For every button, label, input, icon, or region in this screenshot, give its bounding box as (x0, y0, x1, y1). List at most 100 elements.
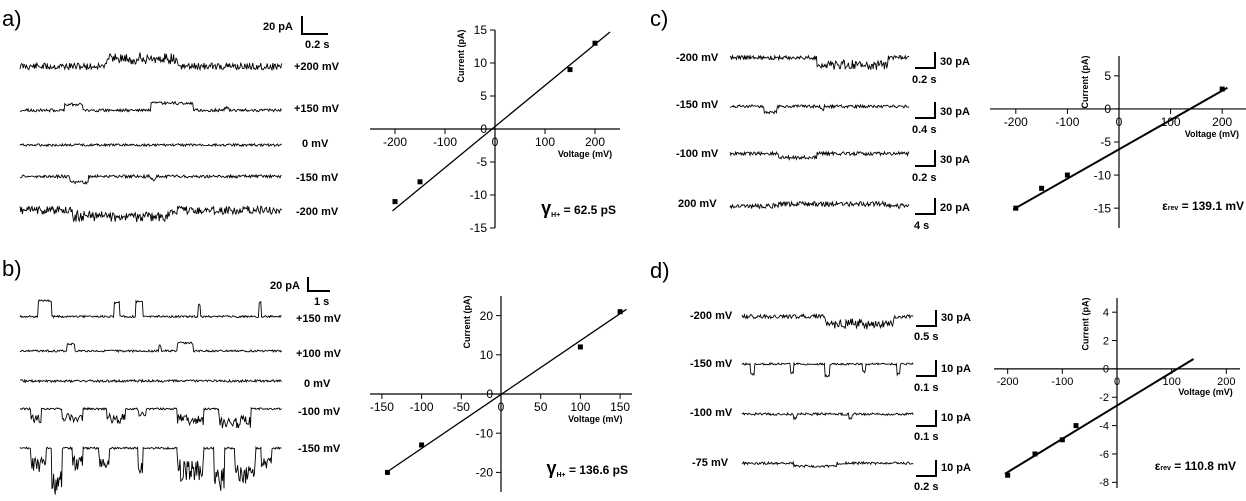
scale-bar-c-3 (915, 198, 936, 215)
scale-time-b: 1 s (314, 296, 330, 308)
voltage-label-b-2: 0 mV (304, 378, 331, 390)
trace-line (741, 460, 914, 469)
y-tick-label: 5 (1104, 69, 1111, 83)
x-tick-label: 0 (1116, 115, 1123, 129)
trace-a-2 (19, 142, 282, 148)
data-point (384, 469, 390, 475)
y-tick-label: 5 (480, 89, 487, 103)
y-tick-label: 0 (1104, 102, 1111, 116)
data-point (1073, 423, 1079, 429)
scale-time-a: 0.2 s (305, 39, 330, 51)
scale-current-c-0: 30 pA (940, 56, 970, 68)
scale-bar-b (307, 277, 330, 292)
scale-current-c-2: 30 pA (940, 154, 970, 166)
x-tick-label: -150 (370, 400, 394, 414)
scale-bar-d-3 (916, 460, 937, 477)
scale-time-d-3: 0.2 s (914, 481, 939, 493)
annotation-label: εrev = 139.1 mV (1162, 199, 1244, 213)
scale-time-c-3: 4 s (914, 220, 930, 232)
x-tick-label: -200 (1004, 115, 1028, 129)
trace-line (19, 299, 282, 319)
trace-a-3 (19, 173, 282, 185)
voltage-label-d-2: -100 mV (690, 407, 733, 419)
trace-a-0 (19, 52, 283, 72)
data-point (577, 344, 583, 350)
trace-a-1 (19, 100, 282, 113)
data-point (1032, 451, 1038, 457)
trace-line (729, 53, 910, 70)
y-tick-label: -15 (470, 221, 488, 235)
trace-line (19, 341, 282, 354)
y-tick-label: -10 (1094, 168, 1112, 182)
y-tick-label: 2 (1103, 335, 1109, 347)
x-tick-label: -200 (997, 376, 1019, 388)
scale-time-c-0: 0.2 s (912, 74, 937, 86)
scale-bar-c-1 (915, 102, 936, 119)
y-tick-label: -8 (1099, 477, 1109, 489)
scale-bar-d-0 (916, 310, 937, 327)
y-tick-label: 0 (1103, 364, 1109, 376)
y-axis-label: Current (pA) (1080, 56, 1090, 109)
trace-line (741, 361, 914, 378)
trace-c-0 (729, 53, 910, 70)
trace-line (19, 204, 282, 223)
x-tick-label: 100 (1161, 115, 1181, 129)
trace-c-2 (729, 150, 910, 161)
trace-a-4 (19, 204, 282, 223)
data-point (1005, 472, 1011, 478)
x-tick-label: 200 (1217, 376, 1235, 388)
scale-time-d-0: 0.5 s (914, 331, 939, 343)
scale-time-c-2: 0.2 s (912, 172, 937, 184)
panel-letter-d: d) (650, 258, 670, 283)
y-axis-label: Current (pA) (462, 296, 472, 349)
voltage-label-b-1: +100 mV (296, 348, 341, 360)
trace-b-2 (20, 378, 282, 384)
y-tick-label: -2 (1099, 392, 1109, 404)
scale-bar-c-2 (915, 150, 936, 167)
trace-b-3 (19, 406, 282, 429)
panel-letter-c: c) (650, 6, 669, 31)
x-tick-label: 200 (1212, 115, 1232, 129)
data-point (1013, 205, 1019, 211)
trace-b-0 (19, 299, 282, 319)
voltage-label-a-1: +150 mV (294, 103, 339, 115)
voltage-label-c-1: -150 mV (676, 99, 719, 111)
scale-current-b: 20 pA (270, 280, 300, 292)
trace-line (729, 200, 910, 210)
scale-bar-d-2 (916, 410, 937, 427)
trace-b-4 (19, 445, 282, 495)
scale-current-d-3: 10 pA (941, 462, 971, 474)
x-tick-label: 100 (570, 400, 590, 414)
data-point (567, 67, 573, 73)
trace-line (19, 52, 283, 72)
voltage-label-b-0: +150 mV (296, 313, 341, 325)
voltage-label-a-3: -150 mV (296, 172, 339, 184)
x-axis-label: Voltage (mV) (1185, 129, 1239, 139)
x-axis-label: Voltage (mV) (568, 414, 622, 424)
trace-line (19, 173, 282, 185)
trace-b-1 (19, 341, 282, 354)
data-point (1039, 185, 1045, 191)
scale-bar-c-0 (915, 52, 936, 69)
x-tick-label: -100 (1051, 376, 1073, 388)
voltage-label-a-0: +200 mV (294, 61, 339, 73)
voltage-label-b-4: -150 mV (298, 443, 341, 455)
x-tick-label: -100 (410, 400, 434, 414)
x-axis-label: Voltage (mV) (558, 149, 612, 159)
data-point (1064, 172, 1070, 178)
y-tick-label: 20 (480, 309, 494, 323)
x-tick-label: 100 (535, 135, 555, 149)
trace-line (729, 103, 910, 115)
scale-current-d-0: 30 pA (941, 312, 971, 324)
x-tick-label: 0 (498, 400, 505, 414)
scale-bar-d-1 (916, 360, 937, 377)
scale-time-c-1: 0.4 s (912, 124, 937, 136)
voltage-label-c-2: -100 mV (676, 148, 719, 160)
scale-current-c-1: 30 pA (940, 106, 970, 118)
voltage-label-d-0: -200 mV (690, 310, 733, 322)
x-axis-label: Voltage (mV) (1178, 387, 1232, 397)
y-tick-label: -6 (1099, 449, 1109, 461)
